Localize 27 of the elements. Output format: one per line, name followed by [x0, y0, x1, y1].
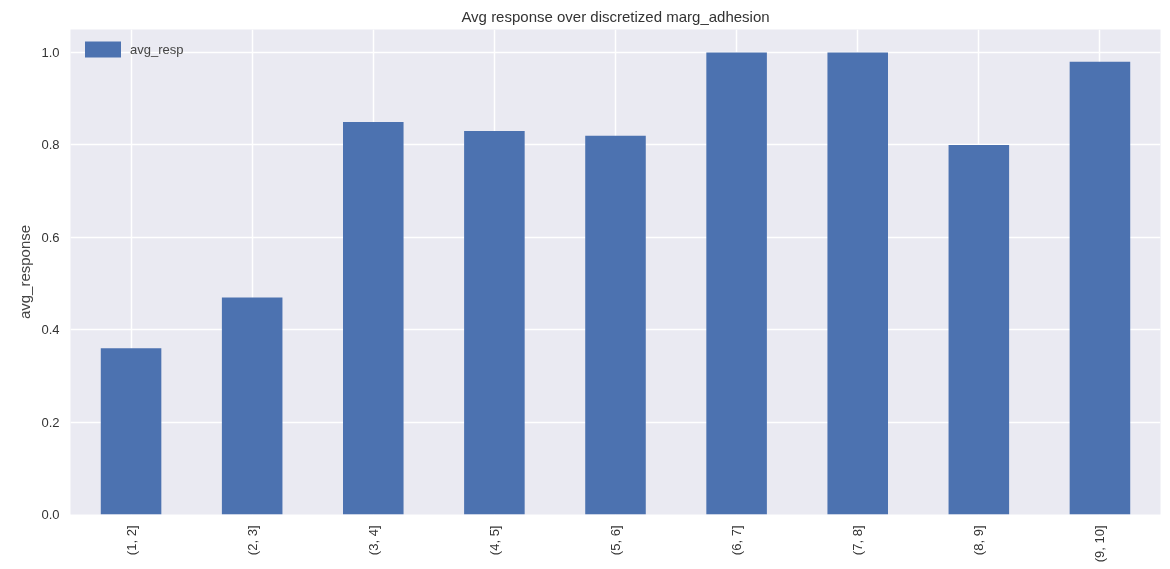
x-tick-label: (4, 5] [486, 525, 502, 556]
y-tick-label: 0.2 [41, 414, 60, 430]
bar [827, 52, 888, 515]
bar [1069, 61, 1131, 515]
legend-label: avg_resp [130, 41, 184, 57]
bar [100, 348, 162, 515]
x-tick-label: (7, 8] [850, 525, 866, 556]
x-tick-label: (2, 3] [244, 525, 260, 556]
x-tick-label: (1, 2] [123, 525, 139, 556]
chart-title: Avg response over discretized marg_adhesion [461, 7, 770, 25]
bar [221, 297, 283, 515]
y-tick-label: 0.4 [41, 322, 60, 338]
bar [948, 144, 1010, 515]
x-tick-label: (3, 4] [365, 525, 381, 556]
x-tick-label: (5, 6] [608, 525, 623, 556]
y-tick-label: 1.0 [41, 45, 60, 61]
bar [706, 52, 767, 515]
y-tick-label: 0.8 [41, 137, 60, 153]
bar [585, 135, 646, 515]
bar [464, 131, 525, 515]
x-tick-label: (6, 7] [729, 525, 745, 556]
y-tick-label: 0.6 [41, 229, 60, 245]
bar [343, 121, 404, 515]
y-axis-title: avg_response [16, 224, 34, 320]
y-tick-label: 0.0 [41, 507, 60, 522]
x-tick-label: (9, 10] [1092, 525, 1108, 563]
x-tick-label: (8, 9] [971, 525, 987, 556]
